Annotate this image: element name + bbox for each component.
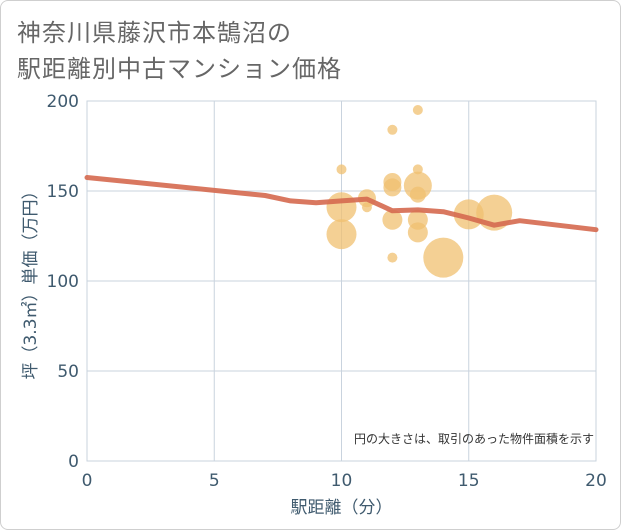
data-point xyxy=(409,186,426,203)
trend-polyline xyxy=(84,175,599,233)
chart-title: 神奈川県藤沢市本鵠沼の 駅距離別中古マンション価格 xyxy=(17,15,342,87)
data-point xyxy=(326,219,357,250)
y-tick-label: 0 xyxy=(68,452,79,472)
data-point xyxy=(326,192,357,223)
title-line-2: 駅距離別中古マンション価格 xyxy=(17,55,342,83)
data-point xyxy=(423,237,464,278)
grid-lines xyxy=(86,100,597,462)
y-tick-label: 100 xyxy=(47,272,79,292)
x-tick-label: 10 xyxy=(331,471,353,491)
x-tick-label: 0 xyxy=(82,471,93,491)
plot-border xyxy=(86,100,597,462)
x-axis-label: 駅距離（分） xyxy=(291,498,393,518)
data-point xyxy=(382,209,403,230)
data-point xyxy=(387,252,398,263)
data-point xyxy=(387,124,398,135)
data-point xyxy=(412,105,423,115)
data-point xyxy=(383,178,402,197)
y-axis-label: 坪（3.3㎡）単価（万円） xyxy=(21,182,41,379)
trend-line xyxy=(84,175,599,233)
x-tick-label: 20 xyxy=(585,471,607,491)
x-tick-label: 15 xyxy=(458,471,480,491)
title-line-1: 神奈川県藤沢市本鵠沼の xyxy=(17,19,292,47)
x-tick-label: 5 xyxy=(209,471,220,491)
size-annotation: 円の大きさは、取引のあった物件面積を示す xyxy=(354,431,594,446)
y-tick-label: 200 xyxy=(47,92,79,112)
y-tick-label: 150 xyxy=(47,182,79,202)
data-point xyxy=(336,164,347,175)
data-point xyxy=(407,222,428,243)
y-tick-label: 50 xyxy=(57,362,79,382)
data-point xyxy=(361,202,372,213)
